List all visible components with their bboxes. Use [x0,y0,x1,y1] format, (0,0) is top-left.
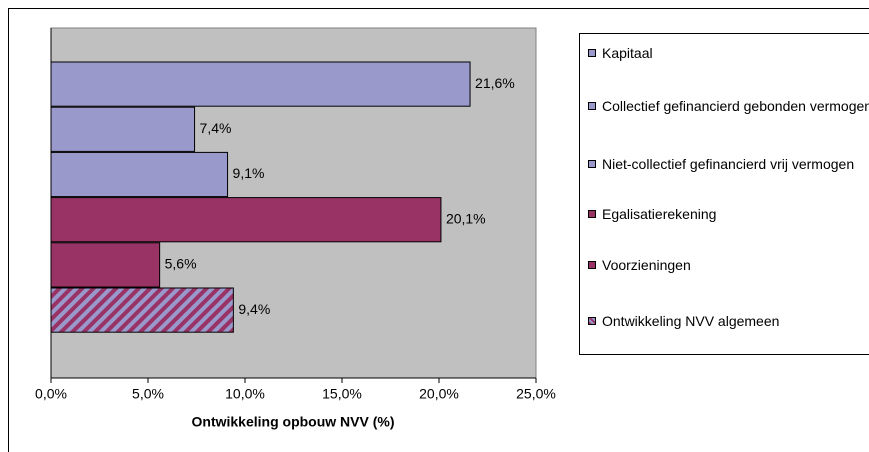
legend-label: Collectief gefinancierd gebonden vermoge… [602,98,869,114]
legend-swatch [588,160,596,168]
x-tick-label: 15,0% [322,386,362,402]
bar [50,151,229,198]
legend-label: Egalisatierekening [602,206,717,222]
legend-label: Voorzieningen [602,257,691,273]
value-label: 20,1% [446,210,486,226]
bar [50,197,442,243]
bar [50,242,161,288]
value-label: 7,4% [200,120,232,136]
value-label: 9,1% [233,165,265,181]
x-tick-label: 0,0% [35,386,67,402]
legend-label: Kapitaal [602,45,653,61]
legend-label: Ontwikkeling NVV algemeen [602,313,780,329]
legend-entry: Niet-collectief gefinancierd vrij vermog… [588,156,869,173]
x-tick-label: 5,0% [132,386,164,402]
x-tick-label: 20,0% [419,386,459,402]
x-tick-label: 25,0% [516,386,556,402]
legend-swatch [588,49,596,57]
value-label: 9,4% [238,301,270,317]
value-label: 5,6% [165,256,197,272]
bar [50,61,471,107]
legend-entry: Kapitaal [588,45,869,62]
legend-label: Niet-collectief gefinancierd vrij vermog… [602,156,855,172]
legend-swatch [588,210,596,218]
legend-entry: Ontwikkeling NVV algemeen [588,313,869,330]
x-tick-label: 10,0% [225,386,265,402]
bar [50,106,196,152]
legend-entry: Collectief gefinancierd gebonden vermoge… [588,98,869,115]
legend-swatch [588,102,596,110]
x-axis-title: Ontwikkeling opbouw NVV (%) [192,414,395,430]
legend-entry: Voorzieningen [588,257,869,274]
value-label: 21,6% [475,75,515,91]
legend-entry: Egalisatierekening [588,206,869,223]
bar [50,287,234,333]
legend: Kapitaal Collectief gefinancierd gebonden… [579,33,869,355]
legend-swatch [588,317,596,325]
legend-swatch [588,261,596,269]
